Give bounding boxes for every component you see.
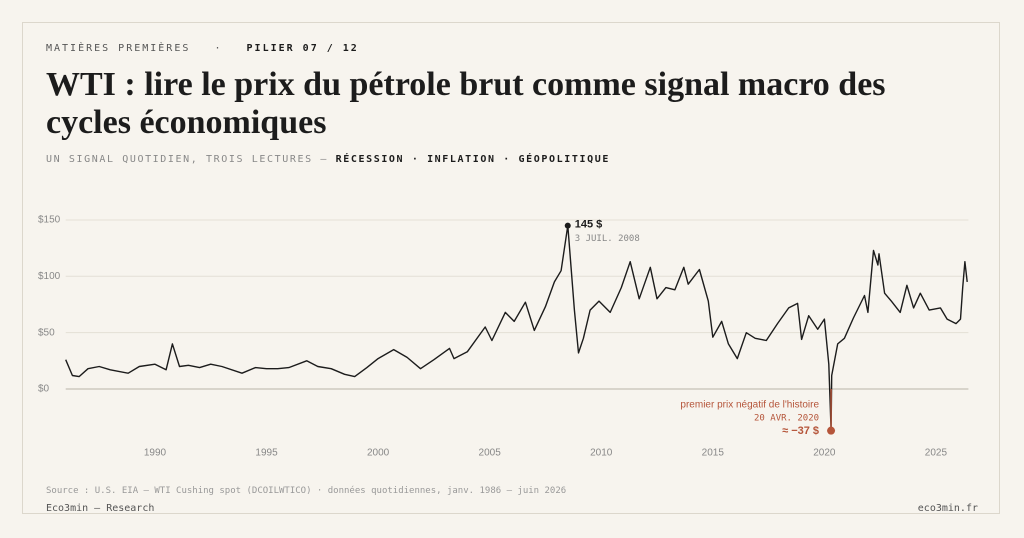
x-tick-label: 2015 (702, 448, 725, 459)
x-tick-label: 2010 (590, 448, 613, 459)
annotation-label: ≈ −37 $ (782, 425, 819, 437)
term: · (503, 154, 511, 165)
subtitle: UN SIGNAL QUOTIDIEN, TROIS LECTURES — RÉ… (46, 154, 610, 165)
term: RÉCESSION (335, 154, 405, 165)
x-tick-label: 1990 (144, 448, 167, 459)
separator: · (214, 43, 223, 54)
footer-right: eco3min.fr (917, 503, 978, 514)
y-tick-label: $100 (38, 271, 61, 282)
term: · (411, 154, 420, 165)
x-tick-label: 2005 (479, 448, 502, 459)
y-tick-label: $0 (38, 384, 50, 395)
pillar: PILIER 07 / 12 (246, 43, 359, 54)
x-tick-label: 2025 (925, 448, 948, 459)
price-line (65, 224, 968, 432)
annotation-date: 20 AVR. 2020 (754, 414, 819, 424)
annotation-dot (564, 222, 571, 229)
source: Source : U.S. EIA — WTI Cushing spot (DC… (46, 486, 567, 496)
annotation-note: premier prix négatif de l'histoire (680, 400, 819, 411)
term: GÉOPOLITIQUE (518, 154, 610, 165)
subtitle-text: UN SIGNAL QUOTIDIEN, TROIS LECTURES — (46, 154, 328, 165)
chart-title: WTI : lire le prix du pétrole brut comme… (46, 66, 886, 141)
x-tick-label: 1995 (255, 448, 278, 459)
term: INFLATION (427, 154, 496, 165)
annotation-date: 3 JUIL. 2008 (575, 234, 640, 244)
y-tick-label: $150 (38, 215, 61, 226)
footer-left: Eco3min — Research (46, 503, 155, 514)
kicker-text: MATIÈRES PREMIÈRES (46, 43, 191, 54)
y-tick-label: $50 (38, 327, 55, 338)
annotation-label: 145 $ (575, 219, 603, 231)
x-tick-label: 2020 (813, 448, 836, 459)
kicker: MATIÈRES PREMIÈRES · PILIER 07 / 12 (46, 43, 359, 54)
annotation-dot (827, 426, 836, 435)
card (22, 22, 1000, 514)
x-tick-label: 2000 (367, 448, 390, 459)
